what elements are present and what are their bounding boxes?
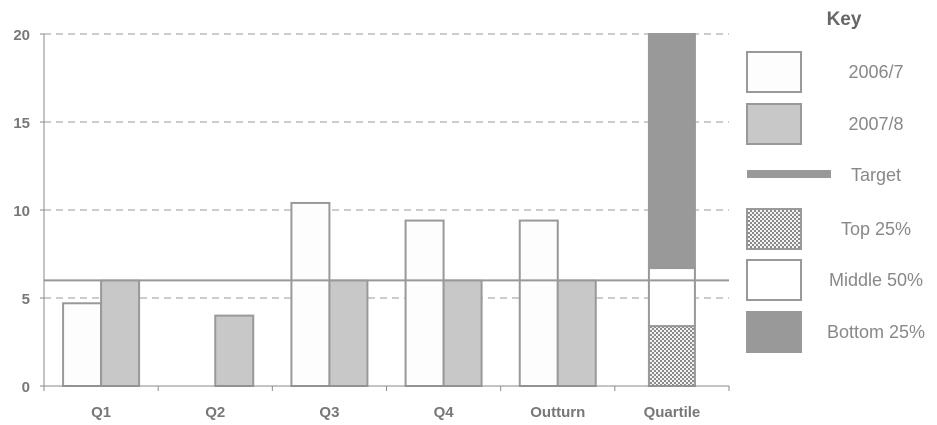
bar-2006-7 bbox=[518, 219, 559, 387]
x-tick-label: Outturn bbox=[530, 404, 585, 421]
x-tick-label: Quartile bbox=[644, 404, 701, 421]
bar-2007-8 bbox=[328, 279, 369, 387]
bar-2007-8 bbox=[442, 279, 483, 387]
legend-label-2006-7: 2006/7 bbox=[848, 62, 903, 82]
bar-2007-8 bbox=[556, 279, 597, 387]
x-tick-label: Q4 bbox=[434, 404, 455, 421]
legend-label-middle-50: Middle 50% bbox=[829, 270, 923, 290]
bar-2007-8 bbox=[214, 314, 255, 388]
legend-title: Key bbox=[827, 9, 862, 30]
y-tick-label: 10 bbox=[13, 203, 30, 220]
bar-2007-8 bbox=[100, 279, 141, 387]
legend: Key 2006/7 2007/8 Target Top 25% Middle 50% Bo… bbox=[746, 9, 925, 353]
y-tick-label: 5 bbox=[22, 291, 30, 308]
bar-2006-7 bbox=[404, 219, 445, 387]
y-tick-label: 20 bbox=[13, 27, 30, 44]
axes: 0 5 10 15 20 Q1 Q2 Q3 Q4 Outturn Quartile bbox=[13, 27, 730, 421]
y-tick-label: 0 bbox=[22, 379, 30, 396]
legend-swatch-top-25 bbox=[746, 208, 802, 250]
legend-swatch-middle-50 bbox=[746, 259, 802, 301]
bar-2006-7 bbox=[290, 201, 331, 387]
quartile-band-middle-50 bbox=[647, 267, 696, 328]
y-tick-label: 15 bbox=[13, 115, 30, 132]
legend-label-top-25: Top 25% bbox=[841, 219, 911, 239]
legend-swatch-2007-8 bbox=[746, 103, 802, 145]
legend-label-2007-8: 2007/8 bbox=[848, 114, 903, 134]
x-tick-label: Q1 bbox=[91, 404, 111, 421]
legend-label-target: Target bbox=[851, 165, 901, 185]
x-tick-label: Q3 bbox=[319, 404, 339, 421]
quartile-band-top-25 bbox=[647, 325, 696, 388]
bar-2006-7 bbox=[62, 302, 103, 387]
gridlines bbox=[44, 33, 729, 299]
x-tick-label: Q2 bbox=[205, 404, 225, 421]
legend-swatch-2006-7 bbox=[746, 51, 802, 93]
legend-swatch-bottom-25 bbox=[746, 311, 802, 353]
legend-swatch-target bbox=[747, 170, 831, 178]
quartile-band-bottom-25 bbox=[647, 33, 696, 270]
legend-label-bottom-25: Bottom 25% bbox=[827, 322, 925, 342]
